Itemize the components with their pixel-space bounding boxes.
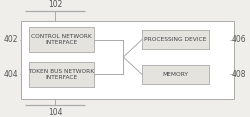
Text: MEMORY: MEMORY [162,72,188,77]
Text: CONTROL NETWORK
INTERFACE: CONTROL NETWORK INTERFACE [31,34,92,45]
Text: 408: 408 [232,70,246,79]
Text: 102: 102 [48,0,62,9]
Text: 104: 104 [48,108,62,117]
Text: PROCESSING DEVICE: PROCESSING DEVICE [144,37,206,42]
Bar [142,30,209,49]
Bar [29,27,94,52]
Text: TOKEN BUS NETWORK
INTERFACE: TOKEN BUS NETWORK INTERFACE [28,69,94,80]
Bar [29,62,94,87]
Text: 402: 402 [4,35,18,44]
Bar [20,21,234,99]
Text: 406: 406 [232,35,246,44]
Bar [142,65,209,84]
Text: 404: 404 [4,70,18,79]
